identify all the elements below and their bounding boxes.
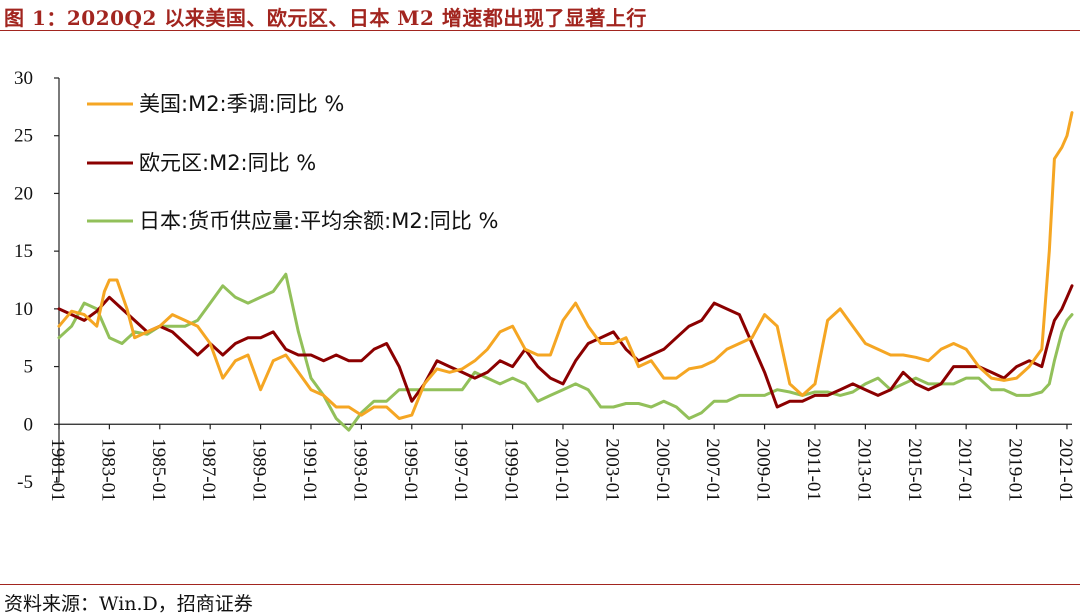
y-tick-label: 5 <box>24 357 34 378</box>
y-tick-label: 25 <box>14 126 33 147</box>
source-note: 资料来源：Win.D，招商证券 <box>4 593 253 615</box>
x-tick-label: 1983-01 <box>97 438 118 501</box>
legend-label: 欧元区:M2:同比 % <box>139 151 316 175</box>
y-tick-label: 10 <box>14 299 33 320</box>
legend: 美国:M2:季调:同比 % 欧元区:M2:同比 % 日本:货币供应量:平均余额:M2… <box>87 92 498 233</box>
x-tick-label: 1987-01 <box>198 438 219 501</box>
x-tick-label: 2005-01 <box>652 438 673 501</box>
series-line-0 <box>57 111 1074 420</box>
legend-label: 美国:M2:季调:同比 % <box>139 92 344 116</box>
x-tick-label: 2001-01 <box>551 438 572 501</box>
series-lines <box>57 111 1074 432</box>
x-tick-label: 1989-01 <box>249 438 270 501</box>
x-tick-label: 1999-01 <box>501 438 522 501</box>
x-tick-label: 2013-01 <box>853 438 874 501</box>
x-tick-label: 2021-01 <box>1055 438 1076 501</box>
y-axis-ticks: -5 0 5 10 15 20 25 30 <box>14 68 59 493</box>
y-tick-label: 30 <box>14 68 33 89</box>
title-rule <box>0 30 1080 31</box>
x-tick-label: 1981-01 <box>47 438 68 501</box>
x-tick-label: 2019-01 <box>1005 438 1026 501</box>
x-tick-label: 2017-01 <box>954 438 975 501</box>
x-tick-label: 1985-01 <box>148 438 169 501</box>
x-tick-label: 2015-01 <box>904 438 925 501</box>
y-tick-label: -5 <box>17 472 33 493</box>
series-line-2 <box>57 272 1074 432</box>
chart-canvas: -5 0 5 10 15 20 25 30 1981-01 1983-01 1985-01 1987… <box>14 68 1076 502</box>
source-rule <box>0 584 1080 585</box>
x-tick-label: 1997-01 <box>450 438 471 501</box>
x-tick-label: 2009-01 <box>753 438 774 501</box>
x-tick-label: 1991-01 <box>299 438 320 501</box>
y-tick-label: 20 <box>14 183 33 204</box>
x-tick-label: 1995-01 <box>400 438 421 501</box>
chart-title: 图 1：2020Q2 以来美国、欧元区、日本 M2 增速都出现了显著上行 <box>4 6 647 30</box>
x-tick-label: 1993-01 <box>349 438 370 501</box>
x-tick-label: 2007-01 <box>702 438 723 501</box>
legend-label: 日本:货币供应量:平均余额:M2:同比 % <box>139 209 498 233</box>
y-tick-label: 15 <box>14 241 33 262</box>
x-axis-ticks: 1981-01 1983-01 1985-01 1987-01 1989-01 1991-… <box>47 424 1076 502</box>
series-line-1 <box>57 284 1074 409</box>
x-tick-label: 2003-01 <box>601 438 622 501</box>
x-tick-label: 2011-01 <box>803 438 824 501</box>
y-tick-label: 0 <box>24 414 34 435</box>
